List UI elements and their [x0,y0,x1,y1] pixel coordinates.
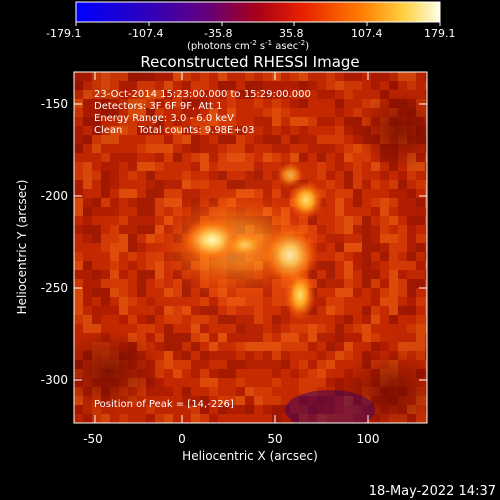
info-detectors: Detectors: 3F 6F 9F, Att 1 [94,101,222,112]
peak-position: Position of Peak = [14,-226] [94,399,234,410]
colorbar-tick-label: 107.4 [351,27,383,40]
colorbar: -179.1 -107.4 -35.8 35.8 107.4 179.1 (ph… [46,1,456,52]
observation-info: 23-Oct-2014 15:23:00.000 to 15:29:00.000… [94,89,311,136]
info-time-range: 23-Oct-2014 15:23:00.000 to 15:29:00.000 [94,89,311,100]
x-axis-label: Heliocentric X (arcsec) [182,449,318,463]
plot-frame [73,71,428,424]
plot-title: Reconstructed RHESSI Image [140,53,359,71]
y-tick-label: -200 [41,189,68,203]
footer-date: 18-May-2022 14:37 [369,484,496,499]
colorbar-tick-label: 179.1 [424,27,456,40]
info-clean-counts: Clean Total counts: 9.98E+03 [94,125,254,136]
x-tick-label: 50 [267,432,282,446]
colorbar-tick-label: -179.1 [46,27,81,40]
x-tick-label: -50 [83,432,103,446]
colorbar-gradient [75,1,441,23]
colorbar-tick-label: -35.8 [204,27,232,40]
y-tick-label: -250 [41,281,68,295]
x-tick-label: 100 [357,432,380,446]
axis-ticks [74,72,427,423]
y-tick-label: -300 [41,373,68,387]
y-axis-label: Heliocentric Y (arcsec) [15,180,29,315]
colorbar-tick-label: 35.8 [279,27,304,40]
info-energy-range: Energy Range: 3.0 - 6.0 keV [94,113,234,124]
colorbar-tick-label: -107.4 [128,27,163,40]
solar-image [74,72,427,423]
x-tick-label: 0 [178,432,186,446]
y-tick-label: -150 [41,97,68,111]
colorbar-units: (photons cm-2 s-1 asec-2) [187,39,309,52]
colorbar-tickmarks [75,22,441,26]
